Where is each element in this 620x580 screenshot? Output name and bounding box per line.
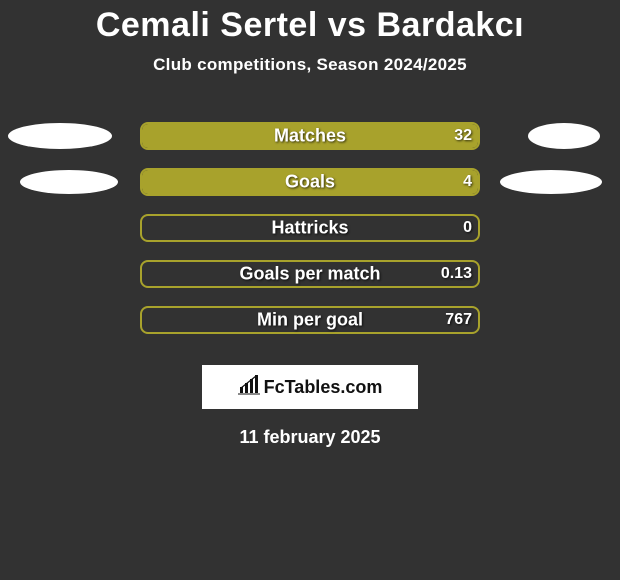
stat-value: 767 <box>445 311 472 329</box>
highlight-ellipse <box>528 123 600 149</box>
stat-row: Min per goal 767 <box>0 297 620 343</box>
stat-row: Goals 4 <box>0 159 620 205</box>
source-logo-text: FcTables.com <box>264 377 383 398</box>
stat-row: Matches 32 <box>0 113 620 159</box>
stat-label: Goals <box>285 172 335 193</box>
highlight-ellipse <box>8 123 112 149</box>
stat-value: 0.13 <box>441 265 472 283</box>
card-title: Cemali Sertel vs Bardakcı <box>0 0 620 45</box>
stat-label: Matches <box>274 126 346 147</box>
stat-label: Goals per match <box>239 264 380 285</box>
stat-row: Hattricks 0 <box>0 205 620 251</box>
stat-label: Min per goal <box>257 310 363 331</box>
stat-row: Goals per match 0.13 <box>0 251 620 297</box>
stat-value: 32 <box>454 127 472 145</box>
stat-value: 0 <box>463 219 472 237</box>
snapshot-date: 11 february 2025 <box>0 427 620 448</box>
bar-chart-icon <box>238 375 260 400</box>
stat-bars: Matches 32 Goals 4 Hattricks 0 Goals per match… <box>0 113 620 343</box>
comparison-card: Cemali Sertel vs Bardakcı Club competiti… <box>0 0 620 580</box>
highlight-ellipse <box>500 170 602 194</box>
highlight-ellipse <box>20 170 118 194</box>
stat-label: Hattricks <box>271 218 348 239</box>
source-logo: FcTables.com <box>202 365 418 409</box>
stat-value: 4 <box>463 173 472 191</box>
card-subtitle: Club competitions, Season 2024/2025 <box>0 55 620 75</box>
